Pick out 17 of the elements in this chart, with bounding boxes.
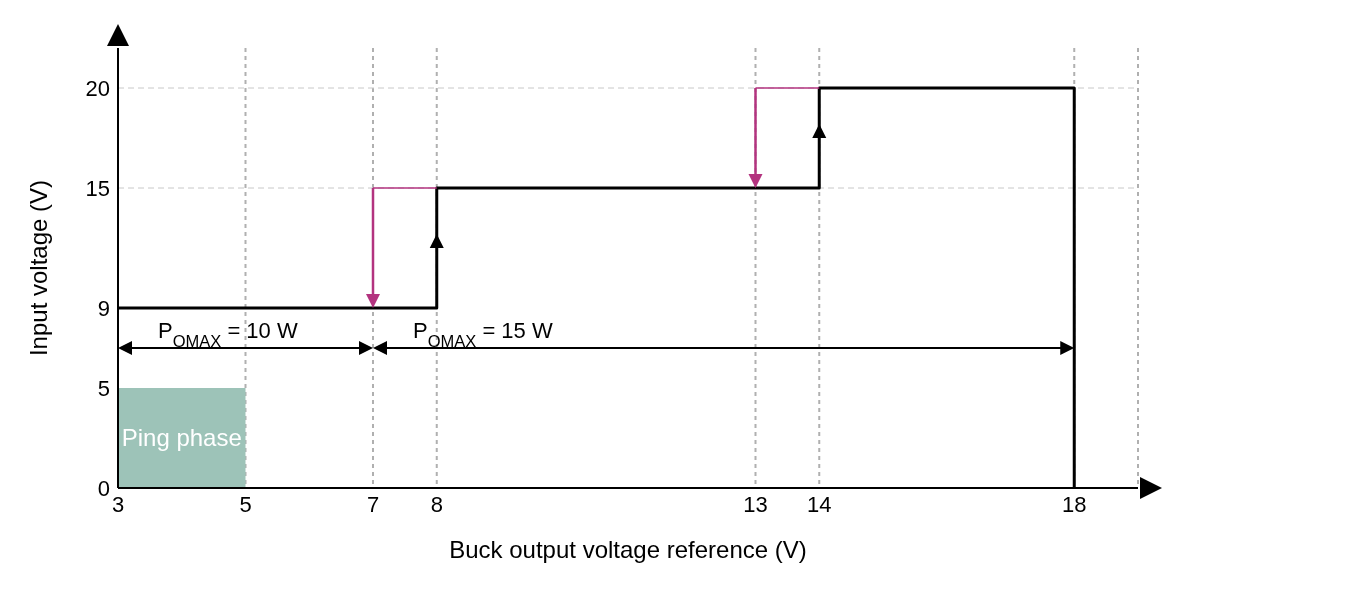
x-tick-label: 5 [239, 491, 252, 517]
x-tick-label: 3 [111, 491, 125, 517]
y-tick-label: 5 [97, 375, 110, 401]
x-tick-label: 14 [807, 491, 832, 517]
y-tick-label: 15 [85, 175, 110, 201]
annotation: P$_{OMAX}$ = 10 W [158, 318, 298, 350]
x-axis-title: Buck output voltage reference (V) [449, 536, 807, 563]
y-axis-title: Input voltage (V) [24, 179, 52, 357]
series-label: Ping phase [121, 424, 242, 451]
annotation: P$_{OMAX}$ = 15 W [413, 318, 553, 350]
x-tick-label: 8 [430, 491, 443, 517]
y-tick-label: 20 [85, 75, 110, 101]
y-tick-label: 9 [97, 295, 110, 321]
x-tick-label: 7 [366, 491, 380, 517]
x-tick-label: 18 [1062, 491, 1087, 517]
y-tick-label: 0 [97, 475, 110, 501]
x-tick-label: 13 [743, 491, 768, 517]
